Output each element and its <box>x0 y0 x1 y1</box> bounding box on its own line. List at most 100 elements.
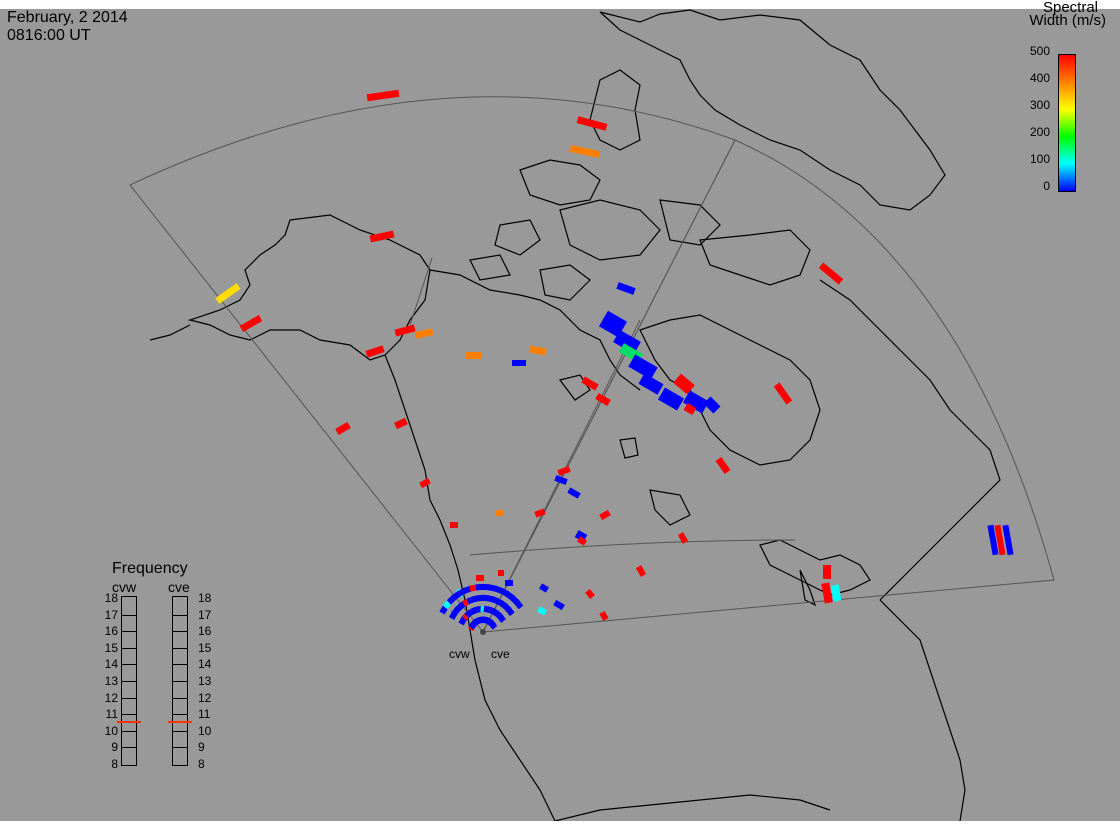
arctic-island <box>559 199 661 261</box>
echo-cell <box>595 392 611 407</box>
echo-cell <box>987 524 999 556</box>
colorbar-tick: 0 <box>1043 179 1050 193</box>
echo-cell <box>613 329 641 355</box>
echo-cell <box>450 522 458 528</box>
frequency-tick: 16 <box>104 624 118 639</box>
echo-cell <box>504 606 515 617</box>
frequency-ladder-divider <box>121 714 137 716</box>
greenland-coast <box>599 9 946 211</box>
frequency-tick: 13 <box>198 674 212 688</box>
echo-cell <box>1002 524 1014 556</box>
frequency-tick: 10 <box>198 723 212 738</box>
frequency-tick: 9 <box>111 740 118 755</box>
echo-cell <box>369 230 395 243</box>
echo-cell <box>628 354 658 380</box>
frequency-ladder-divider <box>172 747 188 749</box>
colorbar-tick: 500 <box>1029 44 1050 58</box>
colorbar-title-line1: Spectral <box>1042 0 1098 16</box>
echo-cell <box>466 352 482 359</box>
echo-cell <box>569 144 601 159</box>
echo-cell <box>703 396 721 414</box>
echo-cell <box>335 421 351 436</box>
fov-boundary <box>409 257 433 326</box>
colorbar-title-line2: Width (m/s) <box>1029 12 1106 29</box>
frequency-tick: 11 <box>105 707 118 722</box>
echo-cell <box>616 282 636 295</box>
frequency-title: Frequency <box>112 560 188 577</box>
frequency-ladder-divider <box>172 614 188 616</box>
frequency-ladder-divider <box>172 631 188 633</box>
frequency-ladder-divider <box>121 664 137 666</box>
atlantic-coast <box>879 599 966 822</box>
frequency-ladder-divider <box>172 697 188 699</box>
echo-cell <box>505 580 513 586</box>
frequency-marker <box>168 720 192 723</box>
frequency-tick: 17 <box>104 607 118 622</box>
echo-cell <box>581 376 599 391</box>
echo-cell <box>414 328 434 339</box>
echo-cell <box>599 611 609 621</box>
frequency-ladder-divider <box>121 631 137 633</box>
echo-cell <box>635 565 647 577</box>
echo-cell <box>821 582 833 604</box>
colorbar-tick: 400 <box>1029 71 1050 85</box>
arctic-island <box>699 229 811 286</box>
echo-cell <box>677 532 689 544</box>
echo-cell <box>823 565 831 579</box>
lake <box>619 437 639 459</box>
echo-cell <box>818 262 844 285</box>
echo-cell <box>994 524 1006 556</box>
echo-cell <box>657 387 685 411</box>
echo-cell <box>215 283 241 304</box>
map-background <box>0 9 1120 821</box>
frequency-ladder-divider <box>172 714 188 716</box>
echo-cell <box>539 583 549 593</box>
frequency-ladder-divider <box>172 730 188 732</box>
echo-cell <box>599 509 611 521</box>
frequency-tick: 15 <box>198 640 212 655</box>
frequency-tick: 14 <box>198 657 212 672</box>
colorbar <box>1058 54 1076 192</box>
echo-cell <box>577 536 587 546</box>
echo-cell <box>576 116 608 131</box>
arctic-island <box>494 219 541 256</box>
frequency-tick: 13 <box>104 674 118 688</box>
echo-cell <box>394 417 408 430</box>
colorbar-tick: 300 <box>1029 98 1050 112</box>
echo-cell <box>475 583 485 591</box>
radar-site-label: cve <box>491 647 510 661</box>
frequency-tick: 18 <box>104 591 118 605</box>
frequency-tick: 8 <box>111 757 118 771</box>
echo-cell <box>394 324 416 337</box>
frequency-ladder-divider <box>121 647 137 649</box>
radar-site-label: cvw <box>449 647 470 661</box>
frequency-tick: 18 <box>198 591 212 605</box>
great-lakes <box>799 569 817 607</box>
echo-cell <box>567 487 581 499</box>
echo-cell <box>715 456 731 475</box>
south-coast <box>554 794 831 822</box>
frequency-tick: 12 <box>198 690 212 705</box>
frequency-tick: 10 <box>104 723 118 738</box>
echo-cell <box>534 508 546 518</box>
frequency-tick: 14 <box>104 657 118 672</box>
frequency-marker <box>117 720 141 723</box>
echo-cell <box>537 606 547 616</box>
frequency-ladder-divider <box>172 664 188 666</box>
alaska-coast <box>187 214 431 361</box>
echo-cell <box>365 345 385 358</box>
lake <box>649 489 691 526</box>
echo-cell <box>553 599 565 611</box>
arctic-island <box>659 199 721 246</box>
echo-cell <box>830 584 842 602</box>
arctic-island <box>589 69 641 151</box>
scatter-echoes <box>215 89 1014 631</box>
echo-cell <box>529 345 547 356</box>
echo-cell <box>498 570 504 576</box>
frequency-ladder-divider <box>121 614 137 616</box>
aleutian-chain <box>149 324 191 341</box>
labrador-coast <box>819 279 1001 601</box>
echo-cell <box>512 360 526 366</box>
echo-cell <box>557 466 571 476</box>
